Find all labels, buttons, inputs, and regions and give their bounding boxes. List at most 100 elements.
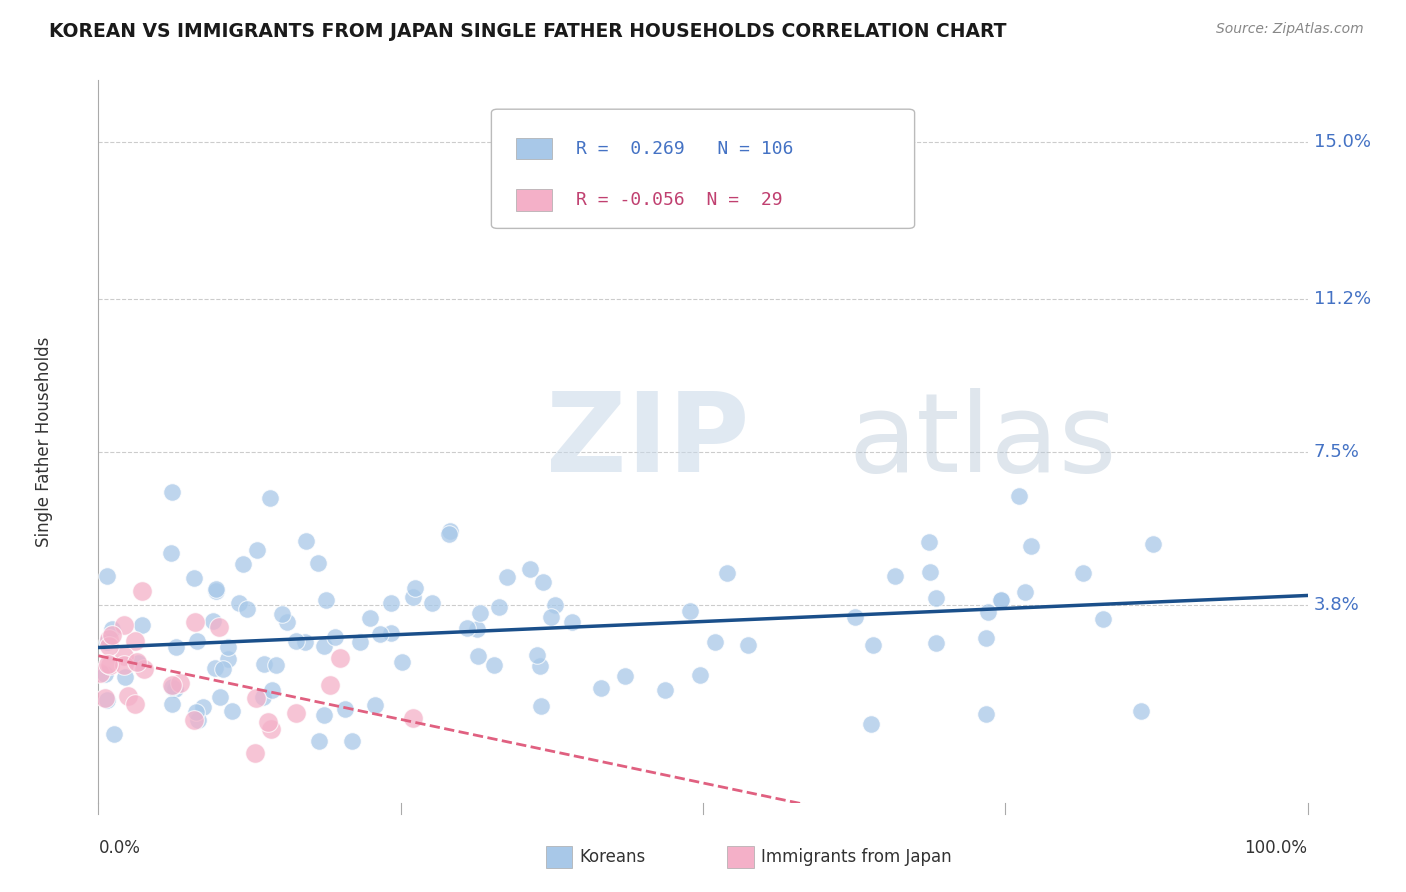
Point: [496, 570, 519, 584]
Point: [262, 682, 284, 697]
Point: [94, 667, 117, 681]
Point: [112, 658, 135, 673]
Point: [117, 689, 139, 703]
Point: [977, 605, 1000, 619]
Point: [1008, 489, 1031, 503]
Point: [974, 707, 997, 722]
Point: [1071, 566, 1094, 581]
Point: [193, 700, 215, 714]
Point: [162, 697, 184, 711]
Point: [342, 734, 364, 748]
Point: [221, 704, 243, 718]
Bar: [516, 137, 551, 160]
Point: [315, 592, 337, 607]
Point: [529, 659, 551, 673]
Point: [103, 727, 125, 741]
Point: [284, 633, 307, 648]
Point: [349, 635, 371, 649]
Point: [98, 639, 121, 653]
Text: R =  0.269   N = 106: R = 0.269 N = 106: [576, 140, 793, 158]
Point: [245, 691, 267, 706]
Point: [125, 655, 148, 669]
Point: [284, 706, 307, 720]
Point: [860, 717, 883, 731]
Point: [183, 571, 205, 585]
Point: [925, 636, 948, 650]
Text: ZIP: ZIP: [546, 388, 749, 495]
Text: 7.5%: 7.5%: [1313, 442, 1360, 461]
Point: [323, 630, 346, 644]
Point: [439, 527, 461, 541]
Point: [162, 680, 184, 694]
Point: [89, 665, 111, 680]
Point: [183, 713, 205, 727]
Point: [131, 618, 153, 632]
Text: Koreans: Koreans: [579, 848, 645, 866]
Point: [253, 657, 276, 672]
Point: [208, 690, 231, 705]
Point: [186, 634, 208, 648]
Point: [380, 597, 402, 611]
Point: [530, 699, 553, 714]
FancyBboxPatch shape: [492, 109, 915, 228]
Point: [540, 610, 562, 624]
Point: [591, 681, 613, 696]
Point: [737, 638, 759, 652]
Point: [201, 614, 224, 628]
Point: [205, 582, 228, 597]
Point: [101, 622, 124, 636]
Point: [519, 562, 541, 576]
Point: [918, 535, 941, 549]
Text: Immigrants from Japan: Immigrants from Japan: [761, 848, 952, 866]
Bar: [727, 847, 754, 868]
Point: [884, 569, 907, 583]
Point: [844, 609, 866, 624]
Point: [716, 566, 738, 580]
Point: [97, 657, 120, 671]
Point: [308, 734, 330, 748]
Point: [165, 640, 187, 654]
Point: [127, 656, 149, 670]
Point: [94, 691, 117, 706]
Point: [134, 662, 156, 676]
Point: [1014, 584, 1036, 599]
Point: [187, 714, 209, 728]
Point: [204, 661, 226, 675]
Point: [319, 678, 342, 692]
Point: [420, 595, 443, 609]
Point: [96, 692, 118, 706]
Point: [259, 491, 281, 506]
Point: [364, 698, 387, 713]
Point: [98, 632, 121, 646]
Point: [482, 657, 505, 672]
Text: Source: ZipAtlas.com: Source: ZipAtlas.com: [1216, 22, 1364, 37]
Point: [100, 628, 122, 642]
Point: [165, 681, 187, 696]
Point: [391, 655, 413, 669]
Point: [990, 593, 1012, 607]
Point: [439, 524, 461, 538]
Point: [264, 658, 287, 673]
Point: [368, 626, 391, 640]
Point: [402, 590, 425, 604]
Bar: [546, 847, 572, 868]
Point: [96, 635, 118, 649]
Text: 11.2%: 11.2%: [1313, 290, 1371, 308]
Point: [208, 620, 231, 634]
Point: [131, 584, 153, 599]
Point: [925, 591, 948, 606]
Point: [335, 701, 357, 715]
Point: [544, 598, 567, 612]
Point: [526, 648, 548, 663]
Text: atlas: atlas: [848, 388, 1116, 495]
Point: [160, 546, 183, 560]
Point: [232, 557, 254, 571]
Bar: [516, 189, 551, 211]
Point: [100, 657, 122, 672]
Point: [112, 649, 135, 664]
Point: [976, 631, 998, 645]
Point: [402, 711, 425, 725]
Point: [160, 484, 183, 499]
Point: [211, 662, 233, 676]
Point: [990, 593, 1012, 607]
